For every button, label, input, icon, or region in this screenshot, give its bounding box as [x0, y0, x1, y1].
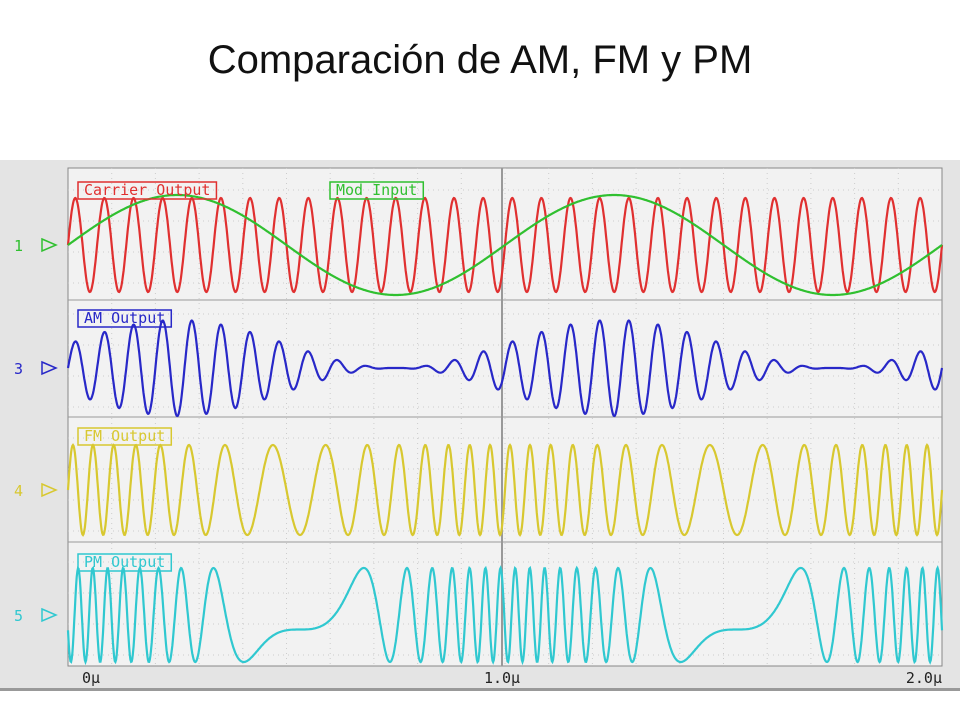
channel-marker [41, 482, 58, 498]
channel-label: 1 [14, 237, 23, 255]
trace-labels: Carrier Output Mod Input AM Output FM Outpu… [14, 181, 942, 687]
trace-label-box [77, 427, 173, 446]
waveform [66, 319, 944, 418]
time-label: 1.0µ [484, 669, 520, 687]
channel-marker [41, 360, 58, 376]
slide-title: Comparación de AM, FM y PM [207, 38, 753, 82]
trace-label-box [77, 309, 173, 328]
time-label: 0µ [82, 669, 100, 687]
waveform [66, 565, 944, 666]
trace-label: Carrier Output [84, 181, 210, 199]
bottom-bar [0, 688, 960, 691]
channel-label: 5 [14, 607, 23, 625]
waveform [66, 443, 944, 537]
trace-label-box [77, 553, 173, 572]
waveforms [66, 193, 944, 666]
channel-label: 3 [14, 360, 23, 378]
channel-marker [41, 607, 58, 623]
waveform [67, 193, 943, 297]
time-label: 2.0µ [906, 669, 942, 687]
trace-label: FM Output [84, 427, 165, 445]
channel-label: 4 [14, 482, 23, 500]
trace-label: PM Output [84, 553, 165, 571]
trace-label-box [77, 181, 218, 200]
trace-label: AM Output [84, 309, 165, 327]
trace-label-box [329, 181, 425, 200]
channel-marker [41, 237, 58, 253]
trace-label: Mod Input [336, 181, 417, 199]
